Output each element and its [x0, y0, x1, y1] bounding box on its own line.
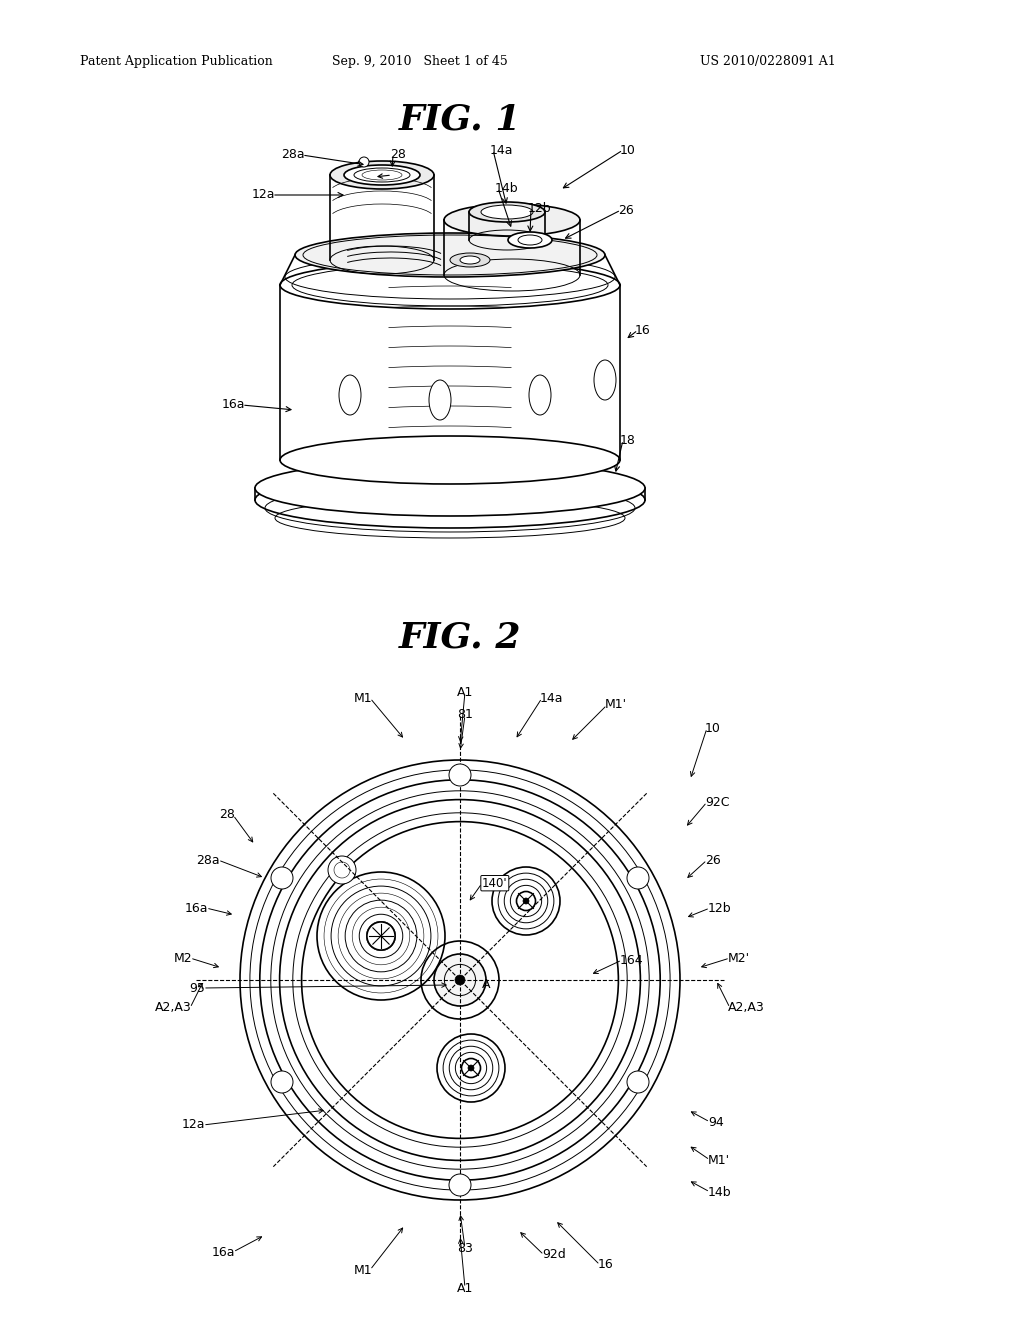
Text: A1: A1	[457, 685, 473, 698]
Ellipse shape	[339, 375, 361, 414]
Text: 26: 26	[618, 203, 634, 216]
Ellipse shape	[280, 261, 620, 309]
Text: 16: 16	[598, 1258, 613, 1271]
Circle shape	[516, 891, 536, 911]
Circle shape	[455, 975, 465, 985]
Text: 16: 16	[635, 323, 650, 337]
Circle shape	[271, 867, 293, 888]
Ellipse shape	[255, 473, 645, 528]
Text: 10: 10	[705, 722, 721, 734]
Text: 16a: 16a	[221, 399, 245, 412]
Text: FIG. 1: FIG. 1	[398, 103, 521, 137]
Ellipse shape	[280, 436, 620, 484]
Text: Sep. 9, 2010   Sheet 1 of 45: Sep. 9, 2010 Sheet 1 of 45	[332, 55, 508, 69]
Text: 12a: 12a	[252, 189, 275, 202]
Circle shape	[627, 867, 649, 888]
Text: 92d: 92d	[542, 1249, 565, 1262]
Ellipse shape	[255, 459, 645, 516]
Ellipse shape	[344, 165, 420, 185]
Ellipse shape	[444, 205, 580, 236]
Text: 16a: 16a	[212, 1246, 234, 1258]
Text: M1': M1'	[708, 1154, 730, 1167]
Text: 92C: 92C	[705, 796, 729, 808]
Text: A: A	[482, 978, 490, 991]
Ellipse shape	[508, 232, 552, 248]
Text: 26: 26	[705, 854, 721, 866]
Circle shape	[434, 954, 486, 1006]
Circle shape	[627, 1071, 649, 1093]
Circle shape	[462, 1059, 480, 1077]
Text: A1: A1	[457, 1282, 473, 1295]
Text: 164: 164	[620, 953, 644, 966]
Ellipse shape	[330, 161, 434, 189]
Ellipse shape	[481, 205, 534, 219]
Text: 12a: 12a	[181, 1118, 205, 1131]
Text: 14a: 14a	[540, 692, 563, 705]
Text: 12b: 12b	[708, 902, 731, 915]
Text: M1': M1'	[605, 698, 627, 711]
Ellipse shape	[429, 380, 451, 420]
Text: 14b: 14b	[708, 1185, 731, 1199]
Circle shape	[449, 1173, 471, 1196]
Text: A2,A3: A2,A3	[728, 1002, 765, 1015]
Circle shape	[367, 921, 395, 950]
Text: M1: M1	[353, 1263, 372, 1276]
Circle shape	[359, 157, 369, 168]
Circle shape	[523, 898, 529, 904]
Text: Patent Application Publication: Patent Application Publication	[80, 55, 272, 69]
Circle shape	[240, 760, 680, 1200]
Text: FIG. 2: FIG. 2	[398, 620, 521, 655]
Text: 28a: 28a	[197, 854, 220, 866]
Text: US 2010/0228091 A1: US 2010/0228091 A1	[700, 55, 836, 69]
Text: 28a: 28a	[282, 149, 305, 161]
Text: 83: 83	[457, 1242, 473, 1254]
Ellipse shape	[450, 253, 490, 267]
Text: 16a: 16a	[184, 902, 208, 915]
Text: M1: M1	[353, 692, 372, 705]
Text: 140': 140'	[482, 876, 508, 890]
Text: 14b: 14b	[495, 181, 518, 194]
Text: M2': M2'	[728, 952, 751, 965]
Circle shape	[449, 764, 471, 785]
Ellipse shape	[460, 256, 480, 264]
Text: 94: 94	[708, 1115, 724, 1129]
Text: 28: 28	[219, 808, 234, 821]
Ellipse shape	[529, 375, 551, 414]
Ellipse shape	[295, 234, 605, 277]
Text: 12b: 12b	[528, 202, 552, 214]
Text: 18: 18	[620, 433, 636, 446]
Circle shape	[468, 1065, 474, 1071]
Text: 10: 10	[620, 144, 636, 157]
Text: 14a: 14a	[490, 144, 513, 157]
Ellipse shape	[594, 360, 616, 400]
Text: 28: 28	[390, 149, 406, 161]
Text: M2: M2	[173, 952, 193, 965]
Text: 81: 81	[457, 709, 473, 722]
Ellipse shape	[469, 202, 545, 222]
Circle shape	[328, 855, 356, 884]
Circle shape	[271, 1071, 293, 1093]
Text: 95: 95	[189, 982, 205, 994]
Text: A2,A3: A2,A3	[156, 1002, 193, 1015]
